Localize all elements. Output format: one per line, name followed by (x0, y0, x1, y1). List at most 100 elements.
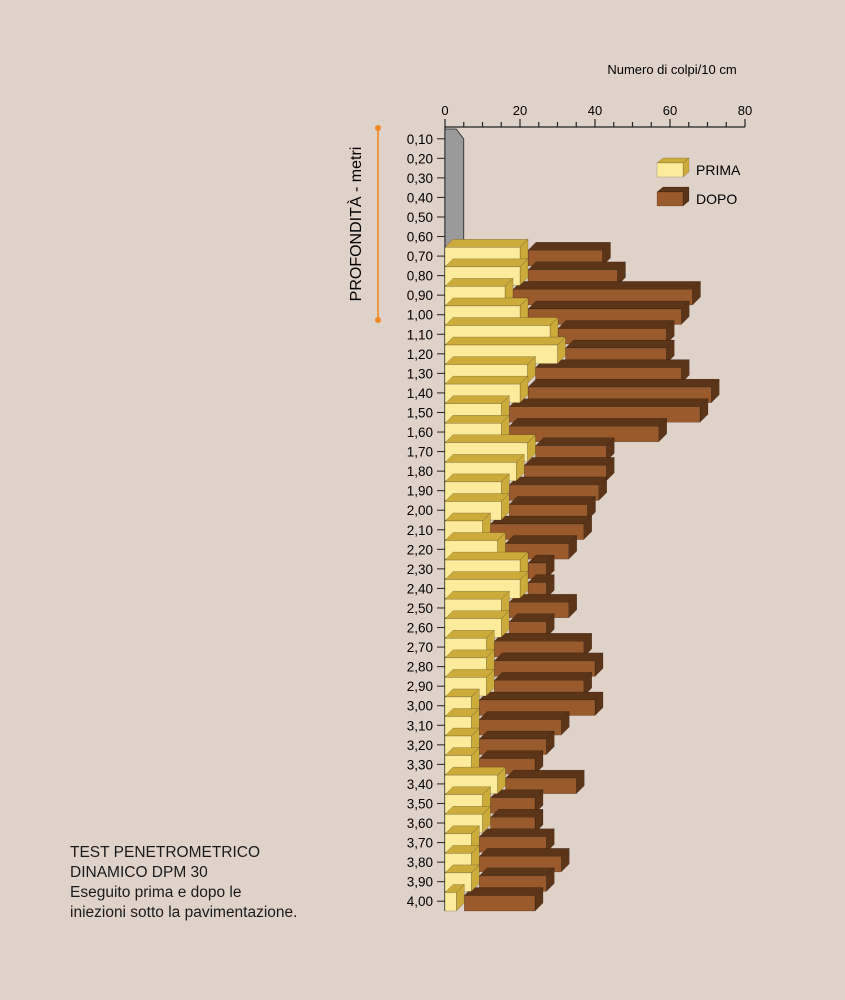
depth-label: 1,50 (407, 405, 433, 420)
prima-bar-top (444, 239, 529, 248)
caption-line-3: Eseguito prima e dopo le (70, 884, 242, 901)
prima-bar-top (444, 395, 510, 404)
depth-label: 3,80 (407, 855, 433, 870)
dopo-bar-front (464, 895, 536, 912)
prima-bar-top (444, 493, 510, 502)
dopo-bar-top (478, 691, 604, 701)
legend-label: DOPO (696, 191, 737, 207)
prima-bar-top (444, 356, 537, 365)
depth-label: 0,20 (407, 151, 433, 166)
pre-treatment-bar (444, 128, 465, 247)
pre-treatment-zone (444, 128, 465, 247)
depth-label: 3,40 (407, 777, 433, 792)
dopo-bar-top (493, 672, 593, 681)
prima-bar (444, 883, 465, 912)
dopo-bar-top (564, 339, 675, 349)
prima-bar-top (444, 610, 510, 619)
prima-bar-top (444, 434, 537, 444)
depth-label: 2,30 (407, 562, 433, 577)
depth-label: 3,60 (407, 816, 433, 831)
depth-label: 0,30 (407, 171, 433, 186)
bars (444, 238, 720, 912)
dopo-bar (489, 808, 544, 834)
prima-bar-top (444, 806, 492, 815)
depth-label: 2,60 (407, 621, 433, 636)
legend-item-prima: PRIMA (656, 157, 741, 178)
prima-bar-top (444, 258, 529, 268)
prima-bar-top (444, 766, 507, 776)
depth-label: 2,80 (407, 660, 433, 675)
x-axis-title: Numero di colpi/10 cm (607, 62, 736, 77)
depth-label: 3,70 (407, 836, 433, 851)
y-axis-title: PROFONDITÀ - metri (346, 147, 365, 302)
depth-label: 0,60 (407, 230, 433, 245)
caption-line-2: DINAMICO DPM 30 (70, 864, 208, 881)
depth-label: 3,00 (407, 699, 433, 714)
depth-label: 1,10 (407, 327, 433, 342)
depth-label: 2,70 (407, 640, 433, 655)
prima-bar-top (444, 278, 514, 287)
prima-bar-top (444, 473, 510, 483)
dopo-bar-top (523, 457, 615, 466)
depth-label: 0,90 (407, 288, 433, 303)
prima-bar-top (444, 532, 507, 541)
depth-label: 4,00 (407, 894, 433, 909)
dopo-bar (527, 554, 555, 580)
y-axis-bracket-dot-top (375, 125, 381, 131)
legend-item-dopo: DOPO (656, 186, 737, 207)
dopo-bar-top (534, 437, 615, 447)
dopo-bar-top (493, 633, 593, 642)
depth-label: 0,10 (407, 132, 433, 147)
depth-label: 0,80 (407, 269, 433, 284)
depth-label: 3,30 (407, 757, 433, 772)
dopo-bar-top (508, 496, 597, 505)
depth-label: 2,90 (407, 679, 433, 694)
dopo-bar-top (493, 652, 604, 662)
legend: PRIMA DOPO (656, 157, 741, 207)
prima-bar-top (444, 336, 567, 346)
depth-labels: 0,10 0,20 0,30 0,40 0,50 0,60 0,70 0,80 0,90 1,00… (407, 127, 446, 911)
dopo-bar-top (527, 242, 612, 251)
dopo-bar-top (504, 535, 578, 544)
dopo-bar-top (508, 418, 668, 427)
dopo-bar-top (478, 750, 544, 759)
depth-label: 2,50 (407, 601, 433, 616)
dopo-bar-top (478, 730, 555, 740)
x-tick-label: 20 (513, 103, 527, 118)
prima-bar-front (444, 892, 457, 912)
caption: TEST PENETROMETRICO DINAMICO DPM 30 Eseg… (70, 843, 297, 923)
dopo-bar-top (527, 261, 627, 271)
dopo-bar-top (527, 300, 690, 310)
dopo-bar-top (478, 711, 570, 720)
prima-bar-top (444, 415, 510, 424)
dopo-bar-top (512, 281, 702, 290)
dopo-bar-top (478, 867, 555, 877)
depth-label: 2,40 (407, 581, 433, 596)
caption-line-4: iniezioni sotto la pavimentazione. (70, 904, 298, 921)
depth-label: 3,20 (407, 738, 433, 753)
dopo-bar-top (489, 515, 593, 525)
depth-label: 2,00 (407, 503, 433, 518)
depth-label: 2,20 (407, 542, 433, 557)
depth-label: 0,70 (407, 249, 433, 264)
depth-label: 1,80 (407, 464, 433, 479)
depth-label: 1,70 (407, 445, 433, 460)
dopo-bar-top (489, 809, 544, 818)
prima-bar-top (444, 551, 529, 561)
prima-bar-top (444, 454, 525, 463)
dopo-bar-top (527, 378, 720, 388)
prima-bar-top (444, 630, 495, 639)
dopo-bar-top (557, 320, 675, 329)
x-tick-label: 80 (738, 103, 752, 118)
prima-bar-top (444, 375, 529, 385)
prima-bar-top (444, 512, 492, 522)
dopo-bar-top (478, 848, 570, 857)
depth-label: 1,00 (407, 308, 433, 323)
dopo-bar (478, 749, 544, 775)
y-axis-bracket-dot-bottom (375, 317, 381, 323)
x-tick-label: 0 (441, 103, 448, 118)
caption-line-1: TEST PENETROMETRICO (70, 844, 261, 861)
prima-bar-top (444, 786, 492, 795)
prima-bar-top (444, 571, 529, 580)
